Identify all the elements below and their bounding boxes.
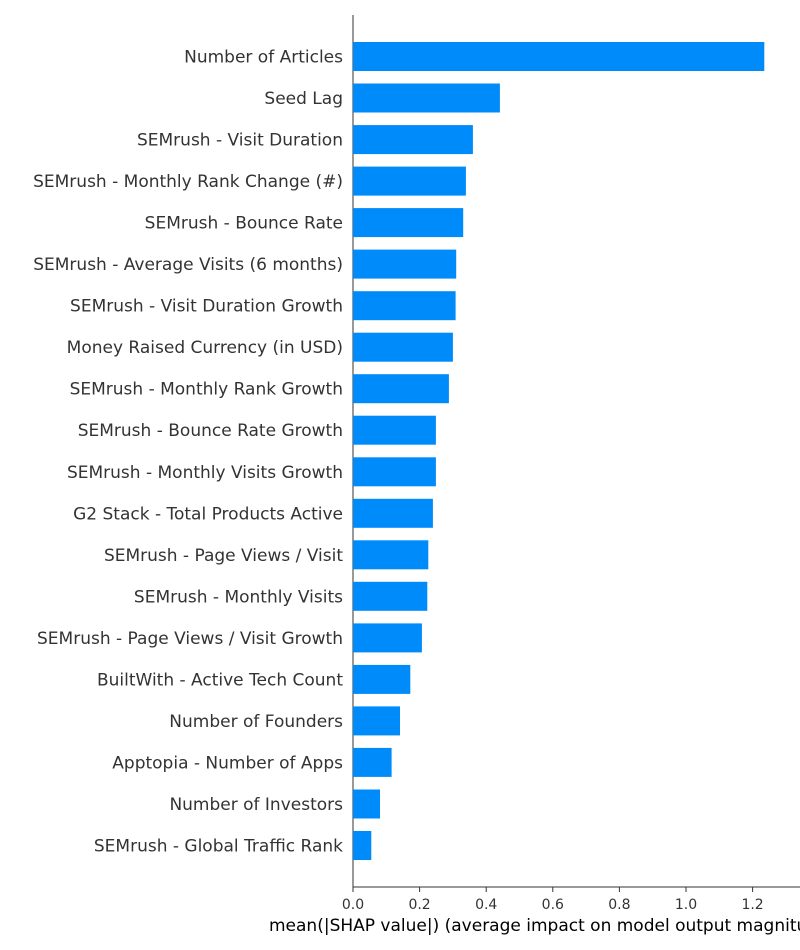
feature-labels-group: Number of Articles Seed Lag SEMrush - Visi… — [33, 48, 343, 857]
x-tick-label: 0.8 — [608, 897, 630, 913]
x-ticks-group: 0.0 0.2 0.4 0.6 0.8 1.0 1.2 — [342, 887, 764, 913]
bar — [353, 747, 392, 777]
feature-label: SEMrush - Page Views / Visit — [104, 546, 343, 566]
feature-label: G2 Stack - Total Products Active — [73, 504, 343, 524]
feature-label: SEMrush - Visit Duration — [137, 131, 343, 151]
bar — [353, 623, 422, 653]
feature-label: SEMrush - Bounce Rate Growth — [78, 421, 343, 441]
x-tick-label: 1.2 — [741, 897, 763, 913]
feature-label: BuiltWith - Active Tech Count — [97, 670, 343, 690]
feature-label: SEMrush - Monthly Rank Change (#) — [33, 172, 343, 192]
bar — [353, 789, 380, 819]
feature-label: SEMrush - Average Visits (6 months) — [33, 255, 343, 275]
x-tick-label: 0.4 — [475, 897, 497, 913]
bar — [353, 125, 473, 155]
feature-label: SEMrush - Bounce Rate — [145, 214, 343, 234]
bar — [353, 831, 372, 860]
feature-label: SEMrush - Global Traffic Rank — [94, 837, 343, 857]
bar — [353, 706, 400, 736]
bar — [353, 208, 464, 238]
bar — [353, 581, 428, 611]
bar — [353, 249, 457, 279]
bar — [353, 664, 411, 694]
feature-label: Number of Articles — [184, 48, 343, 68]
x-tick-label: 1.0 — [675, 897, 697, 913]
feature-label: SEMrush - Monthly Visits — [134, 587, 343, 607]
bar — [353, 83, 500, 113]
x-tick-label: 0.6 — [542, 897, 564, 913]
x-tick-label: 0.0 — [342, 897, 364, 913]
feature-label: Seed Lag — [264, 89, 343, 109]
feature-label: Number of Investors — [169, 795, 343, 815]
feature-label: Number of Founders — [169, 712, 343, 732]
bar — [353, 332, 453, 362]
feature-label: Apptopia - Number of Apps — [112, 753, 343, 773]
bars-group — [353, 42, 765, 860]
bar — [353, 415, 436, 445]
bar — [353, 374, 449, 404]
x-tick-label: 0.2 — [408, 897, 430, 913]
feature-label: SEMrush - Visit Duration Growth — [70, 297, 343, 317]
feature-label: SEMrush - Page Views / Visit Growth — [37, 629, 343, 649]
bar — [353, 540, 429, 570]
bar — [353, 457, 436, 487]
feature-label: SEMrush - Monthly Visits Growth — [67, 463, 343, 483]
feature-label: Money Raised Currency (in USD) — [67, 338, 343, 358]
bar — [353, 42, 765, 71]
bar — [353, 291, 456, 321]
feature-label: SEMrush - Monthly Rank Growth — [70, 380, 343, 400]
bar — [353, 498, 433, 528]
bar — [353, 166, 466, 196]
x-axis-title: mean(|SHAP value|) (average impact on mo… — [269, 916, 800, 936]
